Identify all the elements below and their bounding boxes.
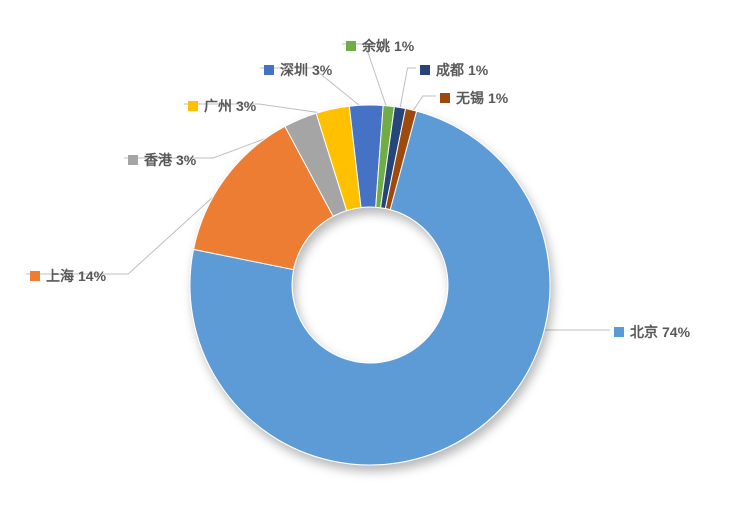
slice-label-text: 成都	[436, 60, 464, 80]
legend-swatch	[614, 327, 624, 337]
slice-label: 成都 1%	[420, 60, 488, 80]
leader-line	[399, 68, 416, 113]
legend-swatch	[128, 155, 138, 165]
legend-swatch	[188, 101, 198, 111]
legend-swatch	[440, 93, 450, 103]
slice-label: 香港 3%	[128, 150, 196, 170]
slice-label-text: 余姚	[362, 36, 390, 56]
slice-label-percent: 3	[176, 152, 184, 168]
slice-label-percent: 1	[394, 38, 402, 54]
donut-chart: 北京 74% 上海 14% 香港 3% 广州 3% 深圳 3% 余姚 1% 成都 1% 无锡 …	[0, 0, 740, 515]
slice-label-percent: 74	[662, 324, 678, 340]
slice-label-percent: 1	[488, 90, 496, 106]
slice-label-text: 深圳	[280, 60, 308, 80]
slice-label-percent: 1	[468, 62, 476, 78]
slice-label: 上海 14%	[30, 266, 106, 286]
slice-label-percent: 3	[312, 62, 320, 78]
slice-label: 余姚 1%	[346, 36, 414, 56]
slice-label-text: 广州	[204, 96, 232, 116]
slice-label-percent: 3	[236, 98, 244, 114]
slice-label-text: 香港	[144, 150, 172, 170]
legend-swatch	[30, 271, 40, 281]
slice-label: 深圳 3%	[264, 60, 332, 80]
slice-label-text: 北京	[630, 322, 658, 342]
legend-swatch	[420, 65, 430, 75]
legend-swatch	[264, 65, 274, 75]
slice-label: 无锡 1%	[440, 88, 508, 108]
slice-label: 北京 74%	[614, 322, 690, 342]
slice-label-percent: 14	[78, 268, 94, 284]
legend-swatch	[346, 41, 356, 51]
slice-label: 广州 3%	[188, 96, 256, 116]
slice-label-text: 无锡	[456, 88, 484, 108]
slice-label-text: 上海	[46, 266, 74, 286]
donut-svg	[0, 0, 740, 515]
